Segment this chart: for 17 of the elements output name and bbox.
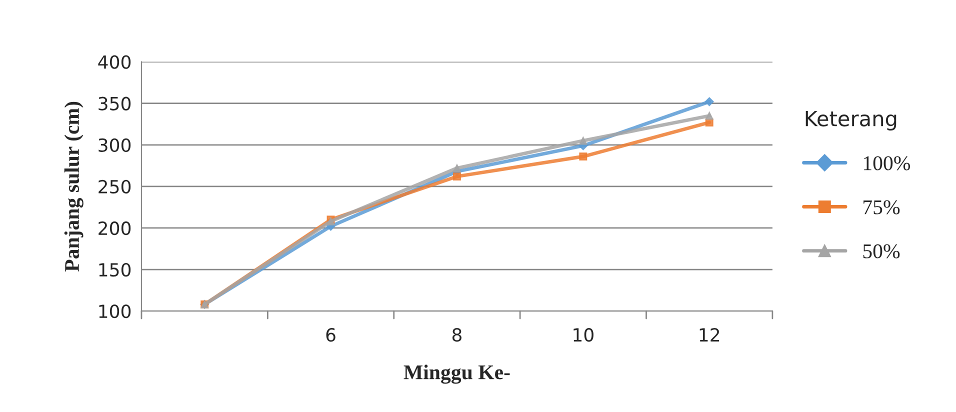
y-tick-label: 150 [99,262,131,277]
y-tick-label: 400 [98,55,131,69]
y-tick-label: 300 [98,138,131,152]
legend-title: Keterang [806,110,896,130]
x-tick-label: 10 [574,328,594,342]
y-tick-label: 200 [98,221,131,236]
legend-label: 50% [863,244,900,258]
y-tick-label: 350 [98,96,131,110]
x-tick-label: 6 [326,328,336,342]
legend-label: 100% [864,156,910,170]
y-tick-label: 100 [99,304,131,318]
x-axis-title: Minggu Ke- [404,364,510,384]
legend-label: 75% [864,200,900,214]
y-axis-title: Panjang sulur (cm) [64,102,84,272]
x-tick-label: 8 [452,328,462,342]
y-tick-label: 250 [98,180,131,194]
x-tick-label: 12 [700,328,720,342]
